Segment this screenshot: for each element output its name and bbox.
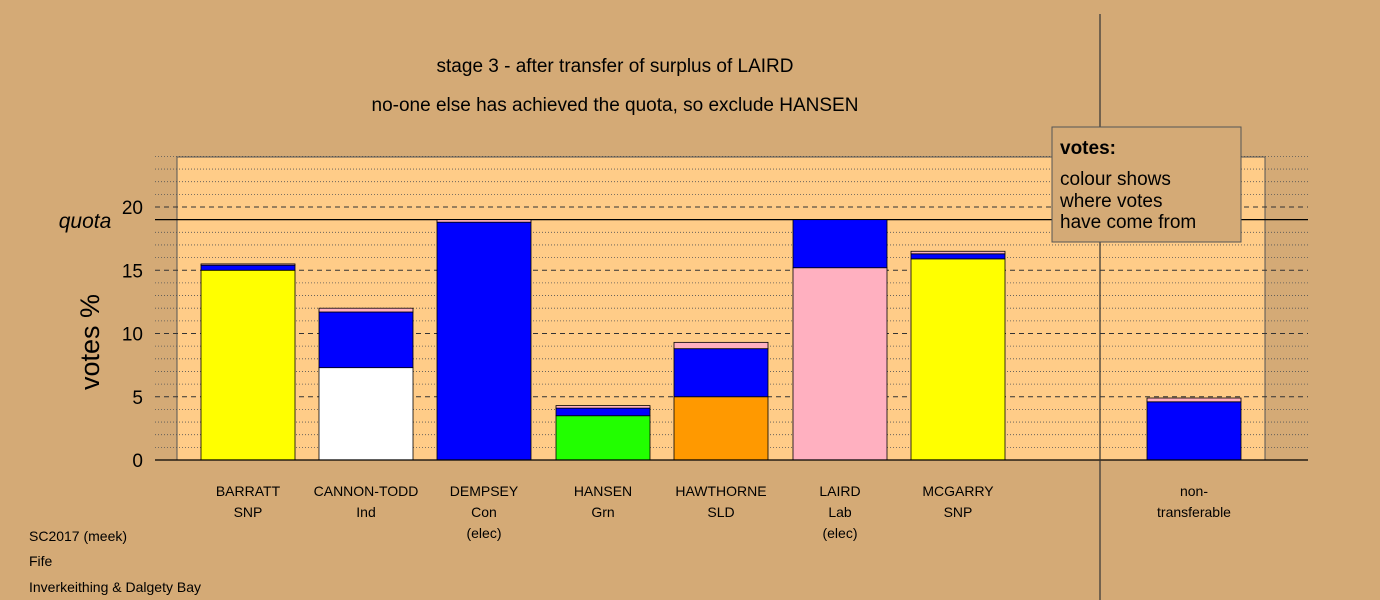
bar-segment-mcgarry-con	[910, 253, 1006, 260]
axis-layer: BARRATT SNP CANNON-TODD Ind DEMPSEY Con (elec)…	[122, 14, 1308, 600]
bar-segment-cannontodd-con	[318, 311, 414, 369]
candidate-label: Con	[471, 504, 497, 520]
candidate-label: DEMPSEY	[450, 483, 519, 499]
y-tick-label: 20	[122, 198, 143, 219]
bar-segment-hansen-con	[555, 407, 651, 417]
candidate-label: non-	[1180, 483, 1208, 499]
legend-heading: votes:	[1060, 138, 1116, 159]
legend-line-3: have come from	[1060, 212, 1196, 233]
bar-segment-cannontodd-lab	[318, 307, 414, 313]
quota-label: quota	[59, 210, 112, 233]
candidate-label: CANNON-TODD	[314, 483, 419, 499]
bar-segment-mcgarry-snp	[910, 258, 1006, 461]
candidate-label: LAIRD	[819, 483, 860, 499]
bar-segment-mcgarry-lab	[910, 250, 1006, 255]
candidate-label: Ind	[356, 504, 375, 520]
bar-segment-barratt-lab	[200, 263, 296, 266]
bar-segment-barratt-snp	[200, 269, 296, 461]
chart-title: stage 3 - after transfer of surplus of L…	[437, 56, 794, 77]
bar-segment-barratt-con	[200, 264, 296, 271]
legend-box: votes: colour shows where votes have com…	[1051, 126, 1242, 243]
bar-segment-dempsey-lab	[436, 219, 532, 223]
bar-segment-dempsey-con	[436, 221, 532, 461]
bar-segment-laird-con	[792, 219, 888, 269]
y-axis-label: votes %	[75, 294, 105, 390]
bars-layer	[200, 219, 1242, 461]
legend-line-2: where votes	[1059, 191, 1162, 212]
footer-line-3: Inverkeithing & Dalgety Bay	[29, 579, 201, 595]
candidate-label: (elec)	[466, 525, 501, 541]
candidate-label: Lab	[828, 504, 852, 520]
footer-line-1: SC2017 (meek)	[29, 528, 127, 544]
bar-segment-non-con	[1146, 401, 1242, 461]
candidate-label: HANSEN	[574, 483, 632, 499]
y-tick-label: 5	[132, 388, 143, 409]
y-tick-label: 0	[132, 451, 143, 472]
bar-segment-non-lab	[1146, 397, 1242, 403]
chart-subtitle: no-one else has achieved the quota, so e…	[372, 95, 859, 116]
candidate-label: SLD	[707, 504, 734, 520]
bar-segment-hawthorne-sld	[673, 396, 769, 461]
candidate-label: (elec)	[822, 525, 857, 541]
y-tick-label: 15	[122, 261, 143, 282]
candidate-label: SNP	[944, 504, 973, 520]
bar-segment-laird-lab	[792, 267, 888, 461]
y-tick-label: 10	[122, 325, 143, 346]
bar-segment-hansen-lab	[555, 405, 651, 409]
bar-segment-hansen-grn	[555, 415, 651, 461]
bar-segment-hawthorne-lab	[673, 341, 769, 350]
candidate-label: BARRATT	[216, 483, 281, 499]
legend-line-1: colour shows	[1060, 169, 1171, 190]
candidate-label: MCGARRY	[922, 483, 994, 499]
footer-line-2: Fife	[29, 553, 53, 569]
bar-segment-cannontodd-ind	[318, 367, 414, 461]
candidate-label: transferable	[1157, 504, 1231, 520]
candidate-label: Grn	[591, 504, 614, 520]
candidate-label: HAWTHORNE	[675, 483, 766, 499]
candidate-label: SNP	[234, 504, 263, 520]
bar-segment-hawthorne-con	[673, 348, 769, 398]
